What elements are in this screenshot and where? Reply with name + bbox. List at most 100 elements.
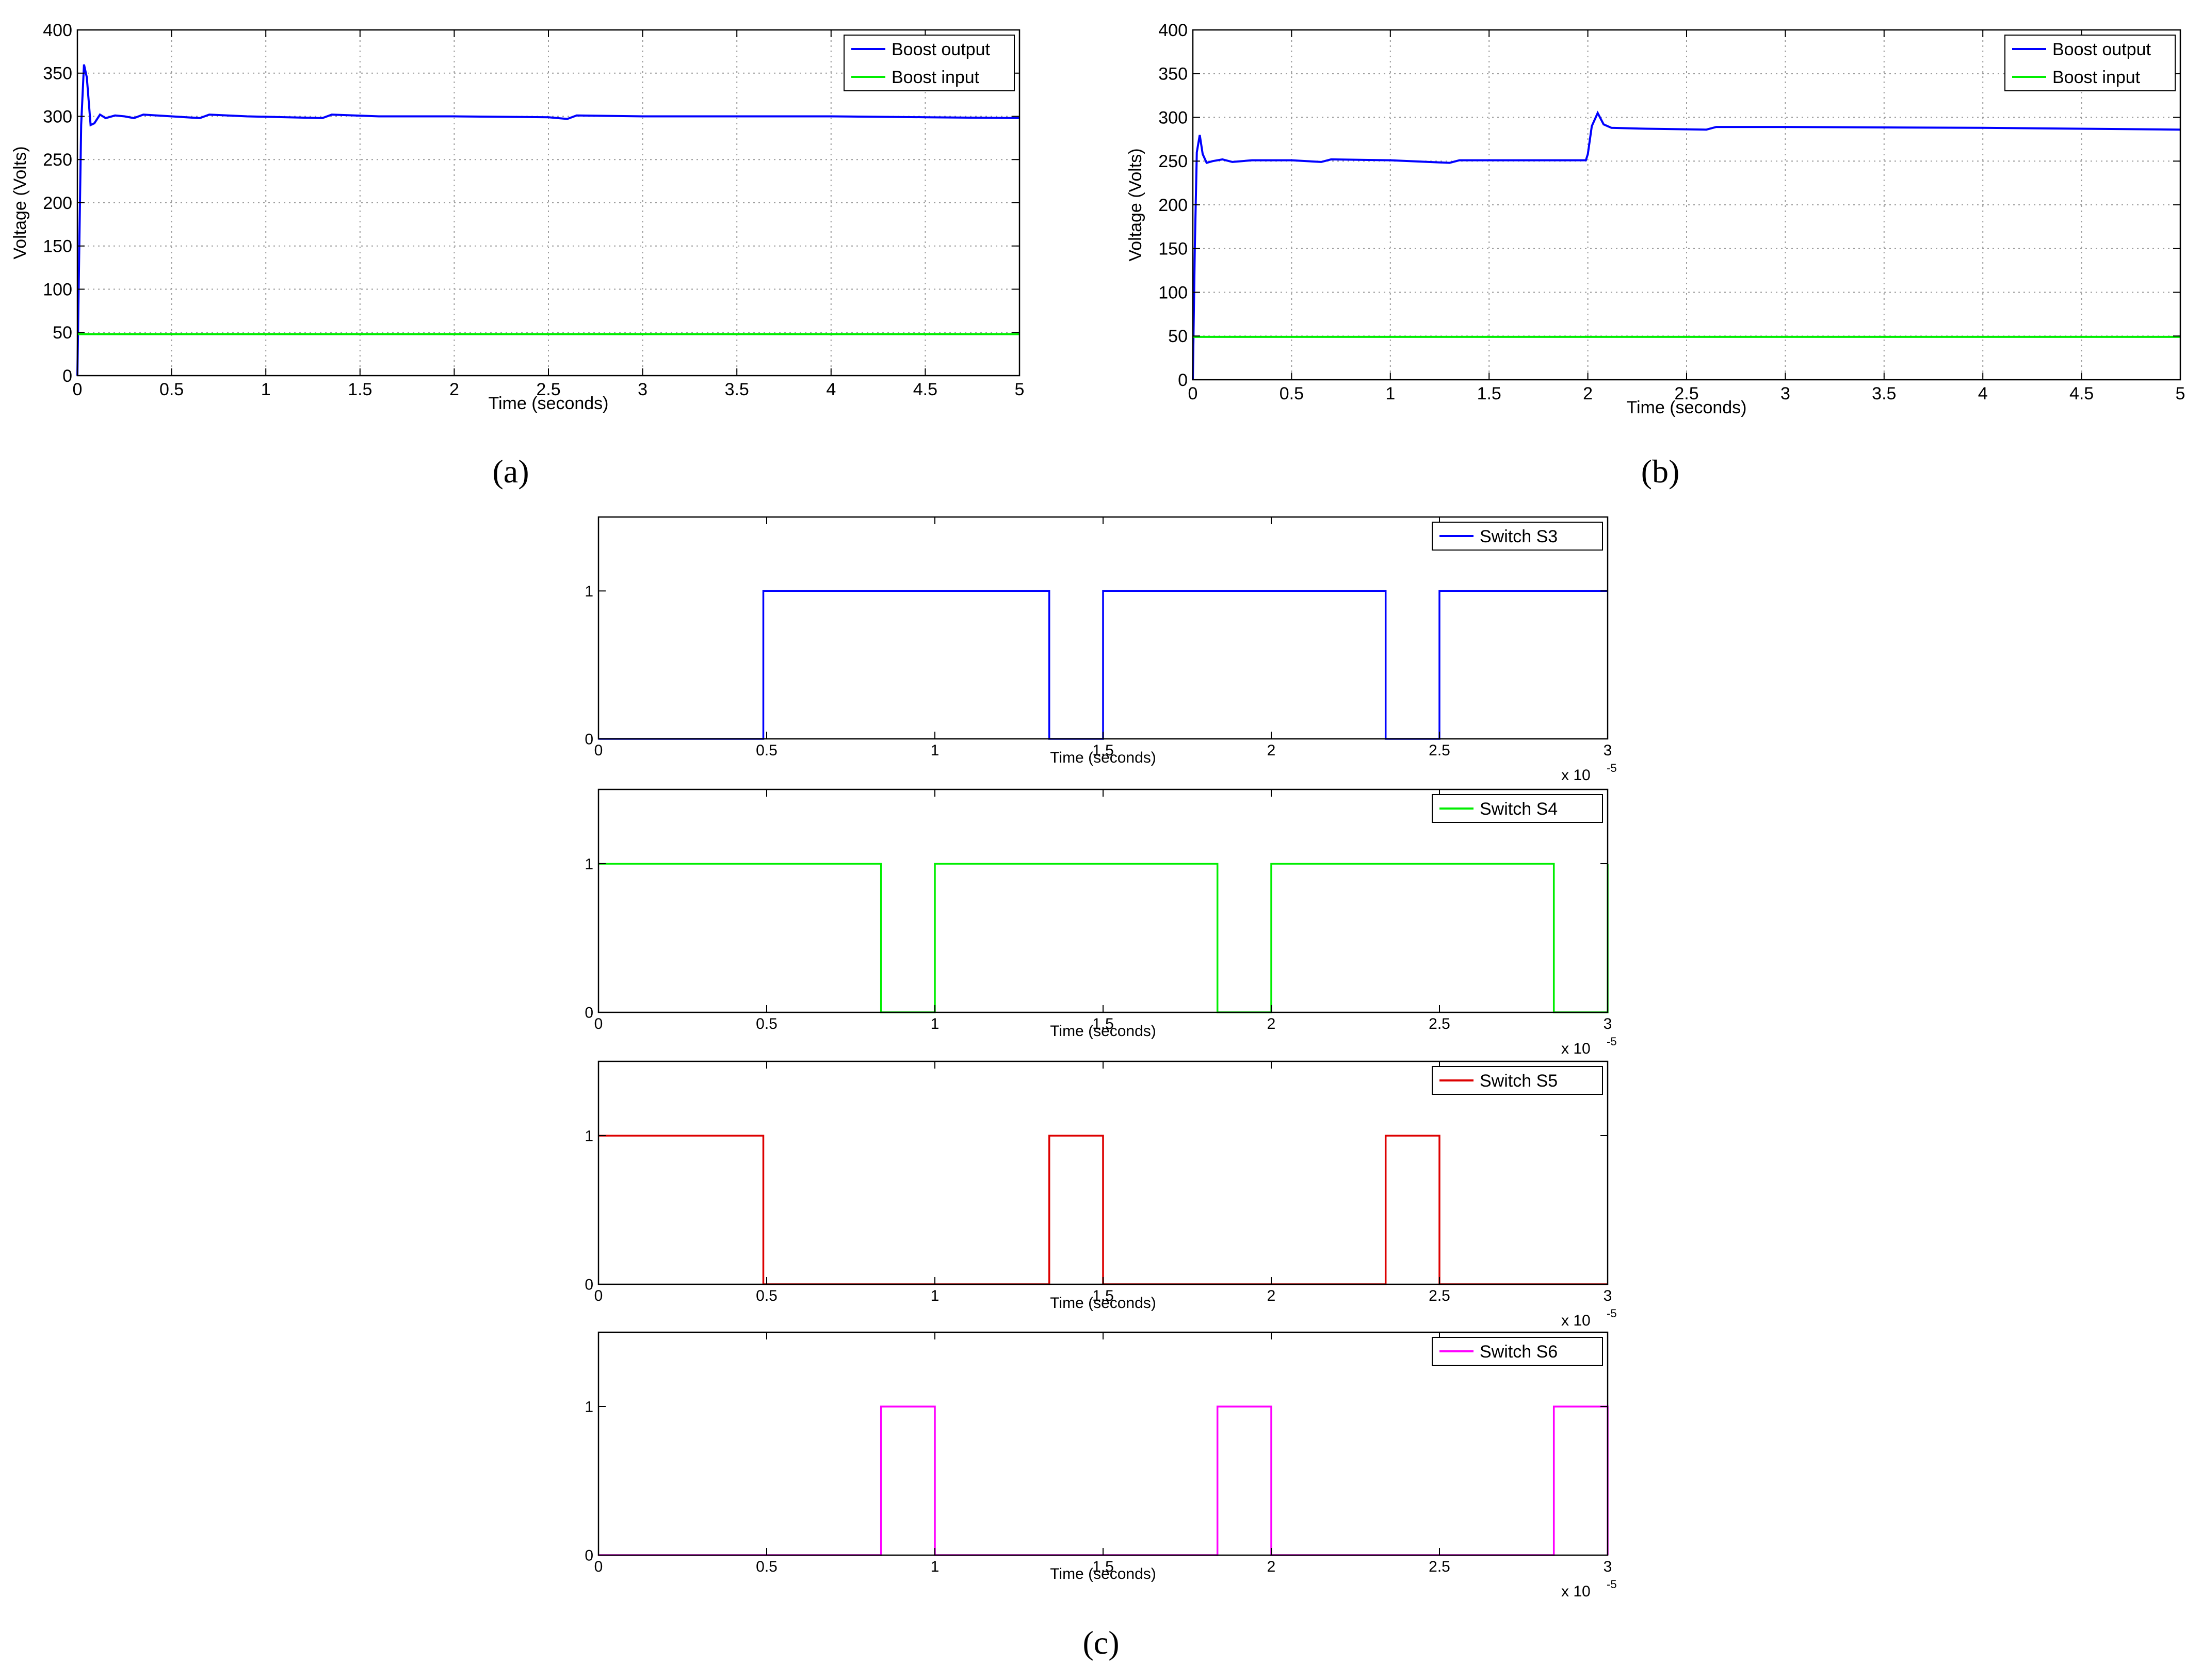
x-tick-label: 0.5 <box>159 380 184 399</box>
x-tick-label: 3 <box>638 380 647 399</box>
series-line-switch-s5 <box>598 1135 1608 1285</box>
y-tick-label: 150 <box>43 237 72 256</box>
x-tick-label: 0.5 <box>756 742 778 759</box>
x-tick-label: 1.5 <box>1477 384 1501 403</box>
chart-c-switch-s6: 0 0.5 1 1.5 2 2.5 3 0 1 Time (seconds) x 10 -5 Switc… <box>585 1331 1617 1600</box>
legend-entry: Switch S3 <box>1480 527 1558 546</box>
x-tick-label: 1.5 <box>1092 1558 1114 1575</box>
y-tick-label: 350 <box>43 64 72 84</box>
x-tick-label: 2 <box>1267 1287 1276 1304</box>
x-tick-label: 5 <box>2176 384 2185 403</box>
y-tick-label: 1 <box>585 1128 593 1145</box>
legend-box <box>2004 35 2176 91</box>
x-tick-label: 3 <box>1604 742 1612 759</box>
x-axis-label: Time (seconds) <box>1050 1295 1156 1312</box>
y-tick-label: 0 <box>1178 370 1188 390</box>
x-tick-label: 0 <box>594 1287 603 1304</box>
y-tick-label: 300 <box>43 107 72 126</box>
x-tick-label: 0.5 <box>756 1015 778 1032</box>
y-tick-label: 50 <box>1168 327 1188 346</box>
y-tick-label: 100 <box>43 280 72 299</box>
legend-entry: Boost input <box>2052 68 2141 87</box>
legend-entry: Boost input <box>892 68 980 87</box>
y-tick-label: 0 <box>585 1277 593 1294</box>
y-tick-label: 1 <box>585 1399 593 1416</box>
x-tick-label: 1.5 <box>348 380 372 399</box>
x-tick-label: 4.5 <box>2069 384 2094 403</box>
chart-c-switch-s5: 0 0.5 1 1.5 2 2.5 3 0 1 Time (seconds) x 10 -5 Switc… <box>585 1060 1617 1329</box>
y-tick-label: 1 <box>585 856 593 873</box>
x-tick-label: 2.5 <box>1674 384 1698 403</box>
y-tick-label: 250 <box>1158 152 1188 171</box>
legend-entry: Switch S6 <box>1480 1342 1558 1362</box>
x-tick-label: 3 <box>1604 1287 1612 1304</box>
x-tick-label: 3 <box>1604 1558 1612 1575</box>
y-tick-label: 1 <box>585 583 593 600</box>
x-tick-label: 2.5 <box>1429 1558 1450 1575</box>
x-tick-label: 2.5 <box>1429 1287 1450 1304</box>
chart-b: 0 0.5 1 1.5 2 2.5 3 3.5 4 4.5 50501001502002503003… <box>1126 21 2185 417</box>
series-line-switch-s3 <box>598 590 1608 740</box>
x-tick-label: 0 <box>594 1015 603 1032</box>
series-line-boost-output <box>76 64 1020 376</box>
x-tick-label: 2 <box>1583 384 1593 403</box>
x-tick-label: 2.5 <box>1429 1015 1450 1032</box>
x-tick-label: 0 <box>594 1558 603 1575</box>
x-tick-label: 2.5 <box>1429 742 1450 759</box>
x-axis-label: Time (seconds) <box>1050 749 1156 766</box>
y-tick-label: 400 <box>1158 21 1188 40</box>
y-tick-label: 350 <box>1158 64 1188 84</box>
x-tick-label: 3 <box>1604 1015 1612 1032</box>
x-tick-label: 3 <box>1780 384 1790 403</box>
legend-entry: Switch S5 <box>1480 1071 1558 1091</box>
x-exponent: -5 <box>1607 1578 1617 1591</box>
x-tick-label: 4 <box>826 380 836 399</box>
x-multiplier: x 10 <box>1561 1040 1591 1057</box>
caption-c: (c) <box>1082 1624 1119 1661</box>
y-tick-label: 200 <box>43 193 72 213</box>
legend-box <box>844 35 1015 91</box>
y-tick-label: 250 <box>43 150 72 170</box>
x-tick-label: 1 <box>261 380 271 399</box>
x-tick-label: 1 <box>1385 384 1395 403</box>
y-tick-label: 150 <box>1158 239 1188 259</box>
x-exponent: -5 <box>1607 762 1617 774</box>
x-tick-label: 3.5 <box>725 380 749 399</box>
x-tick-label: 1 <box>931 1015 940 1032</box>
x-tick-label: 4.5 <box>913 380 937 399</box>
x-tick-label: 2 <box>1267 1015 1276 1032</box>
caption-b: (b) <box>1641 453 1680 490</box>
x-tick-label: 2.5 <box>536 380 560 399</box>
x-tick-label: 0.5 <box>1280 384 1304 403</box>
x-tick-label: 1 <box>931 1558 940 1575</box>
y-tick-label: 0 <box>585 1005 593 1022</box>
x-tick-label: 0.5 <box>756 1558 778 1575</box>
y-tick-label: 300 <box>1158 108 1188 127</box>
y-tick-label: 400 <box>43 21 72 40</box>
x-tick-label: 1.5 <box>1092 1287 1114 1304</box>
series-line-switch-s6 <box>598 1406 1609 1556</box>
legend-entry: Switch S4 <box>1480 799 1558 819</box>
caption-a: (a) <box>492 453 529 490</box>
x-tick-label: 0 <box>594 742 603 759</box>
x-axis-label: Time (seconds) <box>1626 398 1746 417</box>
x-tick-label: 0 <box>73 380 83 399</box>
x-axis-label: Time (seconds) <box>488 394 608 413</box>
x-tick-label: 3.5 <box>1872 384 1896 403</box>
x-tick-label: 0 <box>1188 384 1198 403</box>
x-tick-label: 4 <box>1978 384 1988 403</box>
x-tick-label: 5 <box>1015 380 1025 399</box>
y-tick-label: 50 <box>53 323 72 343</box>
chart-c-switch-s4: 0 0.5 1 1.5 2 2.5 3 0 1 Time (seconds) x 10 -5 Switc… <box>585 788 1617 1057</box>
plot-area <box>598 789 1608 1012</box>
y-tick-label: 0 <box>585 1547 593 1564</box>
x-tick-label: 0.5 <box>756 1287 778 1304</box>
x-tick-label: 1 <box>931 742 940 759</box>
chart-c-switch-s3: 0 0.5 1 1.5 2 2.5 3 0 1 Time (seconds) x 10 -5 Switc… <box>585 516 1617 784</box>
y-tick-label: 0 <box>585 731 593 748</box>
y-tick-label: 200 <box>1158 196 1188 215</box>
x-axis-label: Time (seconds) <box>1050 1565 1156 1582</box>
y-tick-label: 100 <box>1158 283 1188 302</box>
x-tick-label: 2 <box>449 380 459 399</box>
